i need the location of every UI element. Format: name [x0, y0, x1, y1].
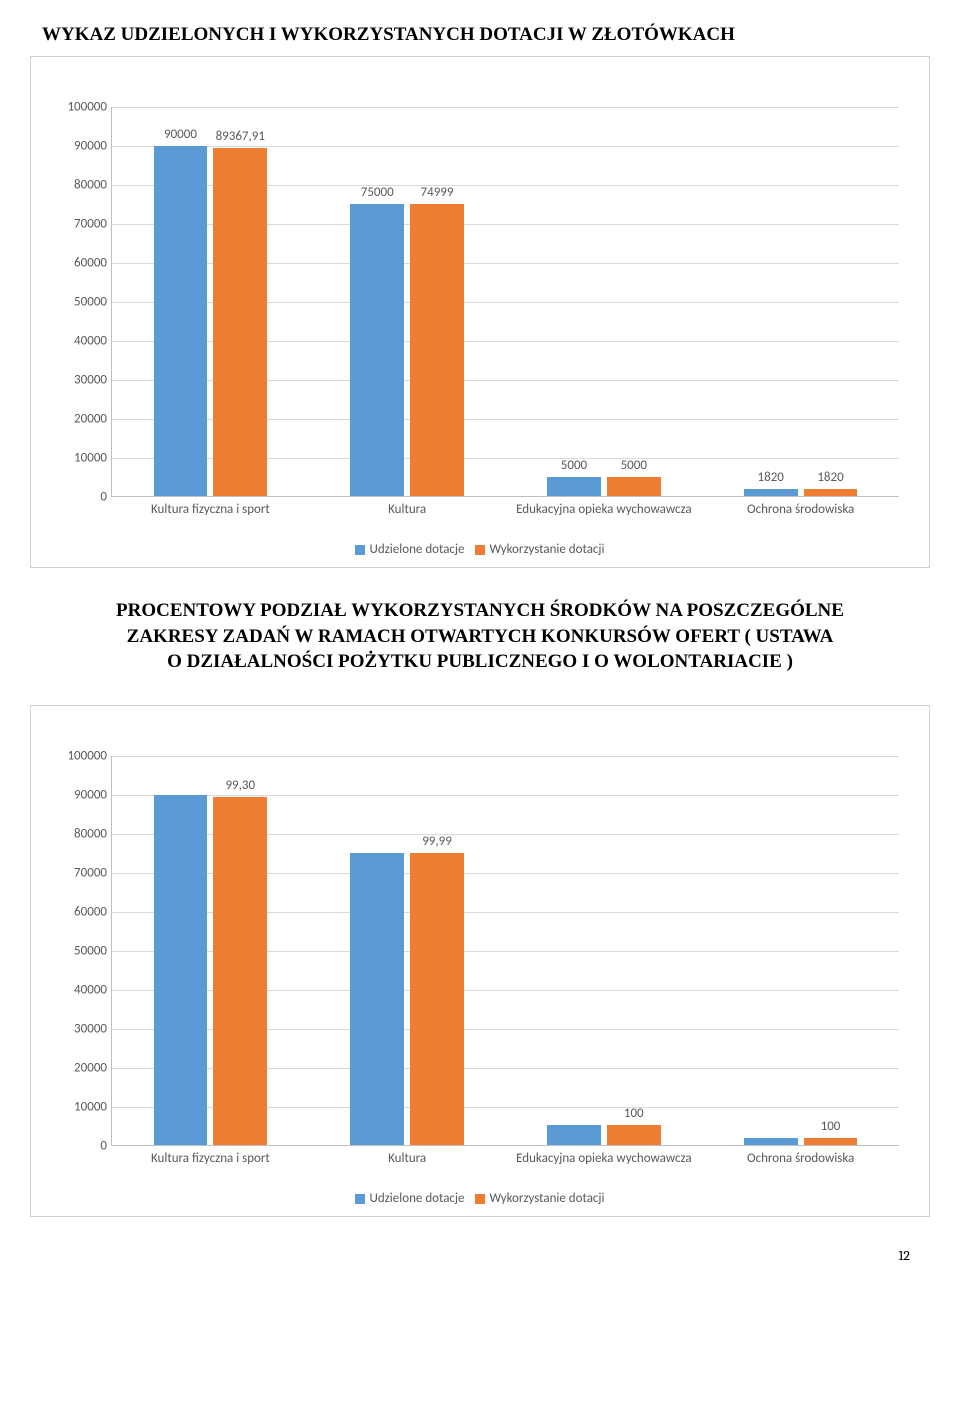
chart1-frame: 9000089367,91Kultura fizyczna i sport 750… [30, 56, 930, 568]
ytick-label: 40000 [41, 334, 107, 349]
bar-value-label: 100 [624, 1106, 644, 1121]
bar-value-label: 100 [821, 1119, 841, 1134]
bar-value-label: 5000 [621, 458, 647, 473]
category-group: 100Ochrona środowiska [726, 756, 876, 1145]
ytick-label: 20000 [41, 412, 107, 427]
ytick-label: 20000 [41, 1060, 107, 1075]
bar-value-label: 1820 [758, 470, 784, 485]
ytick-label: 60000 [41, 256, 107, 271]
bar-series-b: 1820 [804, 489, 858, 496]
ytick-label: 0 [41, 490, 107, 505]
bar-value-label: 5000 [561, 458, 587, 473]
chart1-plot-area: 9000089367,91Kultura fizyczna i sport 750… [111, 107, 899, 497]
ytick-label: 30000 [41, 1021, 107, 1036]
legend-label-a: Udzielone dotacje [369, 1191, 464, 1206]
mid-line3: O DZIAŁALNOŚCI POŻYTKU PUBLICZNEGO I O W… [50, 649, 910, 675]
ytick-label: 80000 [41, 178, 107, 193]
legend-label-b: Wykorzystanie dotacji [489, 1191, 604, 1206]
bar-series-a [350, 853, 404, 1145]
category-group: 100Edukacyjna opieka wychowawcza [529, 756, 679, 1145]
category-group: 50005000Edukacyjna opieka wychowawcza [529, 107, 679, 496]
legend-label-a: Udzielone dotacje [369, 542, 464, 557]
bar-series-a: 1820 [744, 489, 798, 496]
ytick-label: 90000 [41, 139, 107, 154]
ytick-label: 70000 [41, 217, 107, 232]
legend-item-b: Wykorzystanie dotacji [475, 1191, 604, 1206]
swatch-b-icon [475, 545, 485, 555]
bar-value-label: 89367,91 [216, 129, 265, 144]
chart1-legend: Udzielone dotacje Wykorzystanie dotacji [41, 542, 919, 557]
bar-series-b: 100 [607, 1125, 661, 1144]
ytick-label: 60000 [41, 904, 107, 919]
bar-value-label: 90000 [164, 127, 197, 142]
legend-item-a: Udzielone dotacje [355, 1191, 464, 1206]
bar-series-b: 89367,91 [213, 148, 267, 496]
page-title-top: WYKAZ UDZIELONYCH I WYKORZYSTANYCH DOTAC… [42, 24, 930, 46]
ytick-label: 70000 [41, 865, 107, 880]
bar-series-b: 5000 [607, 477, 661, 496]
ytick-label: 40000 [41, 982, 107, 997]
category-group: 99,99Kultura [332, 756, 482, 1145]
chart2: 99,30Kultura fizyczna i sport 99,99Kultur… [41, 746, 919, 1206]
bar-series-b: 99,30 [213, 797, 267, 1145]
chart2-frame: 99,30Kultura fizyczna i sport 99,99Kultur… [30, 705, 930, 1217]
ytick-label: 10000 [41, 451, 107, 466]
ytick-label: 30000 [41, 373, 107, 388]
category-label: Ochrona środowiska [651, 1151, 950, 1166]
bar-series-a: 75000 [350, 204, 404, 496]
bar-value-label: 1820 [817, 470, 843, 485]
bar-series-a [154, 795, 208, 1145]
chart1: 9000089367,91Kultura fizyczna i sport 750… [41, 97, 919, 557]
category-group: 9000089367,91Kultura fizyczna i sport [136, 107, 286, 496]
bar-series-a: 5000 [547, 477, 601, 496]
bar-series-b: 74999 [410, 204, 464, 496]
ytick-label: 0 [41, 1138, 107, 1153]
swatch-a-icon [355, 1194, 365, 1204]
ytick-label: 100000 [41, 748, 107, 763]
bar-series-a [547, 1125, 601, 1144]
bar-series-a: 90000 [154, 146, 208, 496]
bar-value-label: 75000 [361, 185, 394, 200]
bar-value-label: 99,30 [225, 778, 255, 793]
ytick-label: 100000 [41, 100, 107, 115]
ytick-label: 80000 [41, 826, 107, 841]
bar-value-label: 74999 [421, 185, 454, 200]
mid-line1: PROCENTOWY PODZIAŁ WYKORZYSTANYCH ŚRODKÓ… [50, 598, 910, 624]
bar-series-a [744, 1138, 798, 1145]
chart2-legend: Udzielone dotacje Wykorzystanie dotacji [41, 1191, 919, 1206]
bar-value-label: 99,99 [422, 834, 452, 849]
bar-series-b: 99,99 [410, 853, 464, 1145]
swatch-a-icon [355, 545, 365, 555]
category-group: 99,30Kultura fizyczna i sport [136, 756, 286, 1145]
swatch-b-icon [475, 1194, 485, 1204]
page-title-mid: PROCENTOWY PODZIAŁ WYKORZYSTANYCH ŚRODKÓ… [50, 598, 910, 675]
category-group: 7500074999Kultura [332, 107, 482, 496]
ytick-label: 10000 [41, 1099, 107, 1114]
chart2-plot-area: 99,30Kultura fizyczna i sport 99,99Kultur… [111, 756, 899, 1146]
ytick-label: 50000 [41, 295, 107, 310]
mid-line2: ZAKRESY ZADAŃ W RAMACH OTWARTYCH KONKURS… [50, 624, 910, 650]
legend-item-a: Udzielone dotacje [355, 542, 464, 557]
legend-item-b: Wykorzystanie dotacji [475, 542, 604, 557]
legend-label-b: Wykorzystanie dotacji [489, 542, 604, 557]
category-group: 18201820Ochrona środowiska [726, 107, 876, 496]
category-label: Ochrona środowiska [651, 502, 950, 517]
ytick-label: 90000 [41, 787, 107, 802]
ytick-label: 50000 [41, 943, 107, 958]
bar-series-b: 100 [804, 1138, 858, 1145]
page-number: 12 [30, 1247, 930, 1264]
